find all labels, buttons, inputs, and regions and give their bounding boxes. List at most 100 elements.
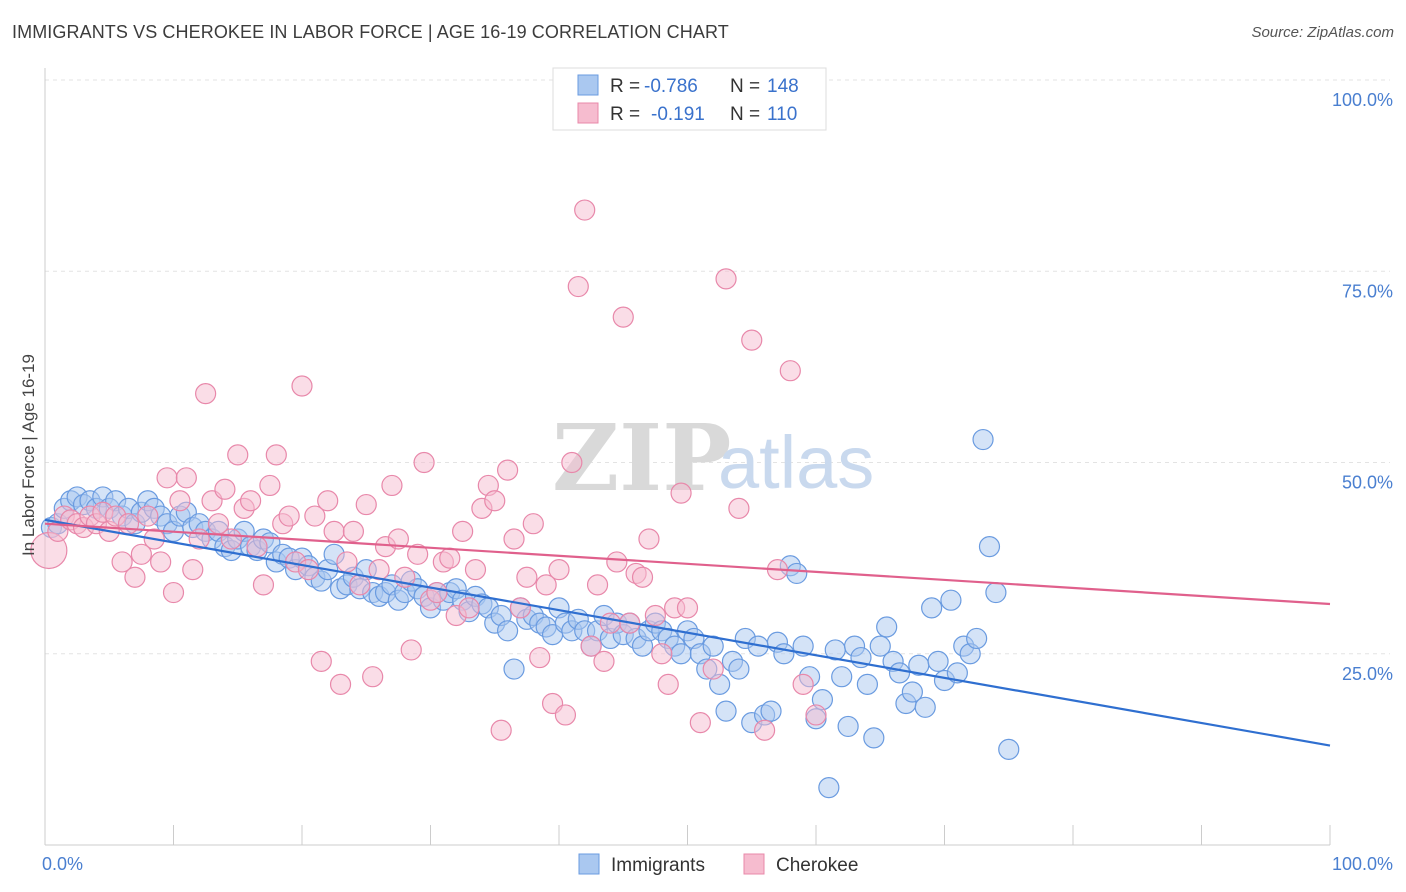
immigrants-point-116 [786,562,808,585]
cherokee-point-75 [522,513,544,535]
cherokee-point-32 [246,536,268,558]
legend-r-label-1: R = [610,104,640,125]
legend-n-label-1: N = [730,104,760,125]
cherokee-point-102 [715,268,737,290]
immigrants-point-105 [715,700,737,722]
cherokee-point-33 [252,574,275,596]
cherokee-point-84 [580,635,602,657]
cherokee-point-22 [182,558,204,581]
cherokee-point-98 [670,482,692,504]
cherokee-point-34 [259,474,281,497]
immigrants-point-114 [773,643,795,665]
cherokee-point-21 [175,467,197,489]
cherokee-point-79 [548,558,570,581]
y-tick-labels: 25.0% 50.0% 75.0% 100.0% [1332,90,1393,684]
immigrants-point-134 [901,681,923,703]
cherokee-point-15 [137,505,159,527]
cherokee-point-72 [503,528,525,550]
cherokee-point-93 [638,528,660,550]
immigrants-point-107 [728,658,750,680]
cherokee-point-101 [702,658,724,680]
immigrants-point-112 [760,700,782,722]
immigrants-point-145 [972,428,994,451]
legend-r-value-1: -0.191 [651,104,705,125]
immigrants-point-147 [985,581,1007,604]
source-label: Source: ZipAtlas.com [1251,24,1394,41]
cherokee-point-53 [381,474,403,497]
cherokee-point-74 [516,566,538,588]
immigrants-point-129 [869,635,891,657]
cherokee-point-60 [426,581,448,604]
cherokee-point-62 [439,547,461,569]
cherokee-point-18 [156,467,178,489]
legend-r-value-0: -0.786 [644,76,698,97]
cherokee-point-57 [407,543,429,565]
cherokee-point-73 [509,597,532,619]
y-axis-label: In Labor Force | Age 16-19 [19,354,38,556]
cherokee-point-88 [606,551,628,573]
cherokee-point-66 [464,558,487,581]
cherokee-point-87 [599,612,622,634]
cherokee-point-28 [220,528,242,550]
legend-bottom-label-cherokee: Cherokee [776,855,858,876]
immigrants-point-136 [914,696,936,718]
cherokee-point-37 [278,505,300,527]
cherokee-point-35 [265,444,287,466]
cherokee-point-13 [124,566,146,588]
immigrants-point-138 [927,650,949,673]
cherokee-point-85 [586,574,609,596]
cherokee-point-48 [349,574,371,596]
immigrants-point-141 [946,662,968,684]
cherokee-trend-line [44,522,1331,606]
cherokee-point-71 [497,459,519,481]
cherokee-point-11 [111,551,133,573]
cherokee-point-41 [304,505,326,527]
cherokee-point-19 [162,581,185,604]
watermark-atlas: atlas [718,421,874,504]
axes [44,68,1331,846]
cherokee-point-31 [240,490,262,512]
cherokee-point-20 [169,490,191,512]
cherokee-point-76 [529,646,551,669]
immigrants-point-127 [856,673,879,695]
legend-top: R = -0.786 N = 148 R = -0.191 N = 110 [552,67,827,131]
cherokee-point-24 [195,383,217,405]
y-tick-label-3: 100.0% [1332,90,1393,110]
legend-swatch-immigrants [577,74,599,96]
immigrants-point-132 [888,662,911,684]
cherokee-point-105 [753,719,776,741]
immigrants-point-140 [940,589,962,611]
y-tick-label-1: 50.0% [1342,473,1393,493]
cherokee-point-46 [336,551,358,573]
x-tick-label-max: 100.0% [1332,854,1393,874]
legend-r-label-0: R = [610,76,640,97]
cherokee-point-49 [355,493,377,516]
legend-n-label-0: N = [730,76,760,97]
cherokee-point-80 [554,704,577,726]
immigrants-point-128 [863,727,885,749]
watermark-zip: ZIP [552,404,731,512]
cherokee-point-54 [387,528,409,550]
cherokee-point-81 [561,451,583,474]
cherokee-point-99 [676,597,699,619]
cherokee-point-89 [612,306,634,328]
legend-n-value-0: 148 [767,76,799,97]
cherokee-point-69 [484,490,506,512]
cherokee-point-40 [297,558,320,581]
cherokee-point-50 [362,666,384,688]
cherokee-point-43 [317,490,339,512]
watermark: ZIP atlas [552,404,874,512]
cherokee-point-64 [452,520,474,542]
legend-swatch-cherokee [577,102,599,124]
cherokee-point-107 [779,360,801,382]
cherokee-point-70 [490,719,512,741]
cherokee-point-94 [644,604,666,627]
cherokee-point-92 [631,566,654,588]
cherokee-point-108 [792,673,814,695]
legend-bottom: Immigrants Cherokee [578,853,858,876]
immigrants-point-123 [831,666,853,688]
immigrants-point-103 [702,635,724,657]
y-tick-label-0: 25.0% [1342,664,1393,684]
cherokee-point-77 [535,574,557,596]
immigrants-point-71 [497,620,519,642]
